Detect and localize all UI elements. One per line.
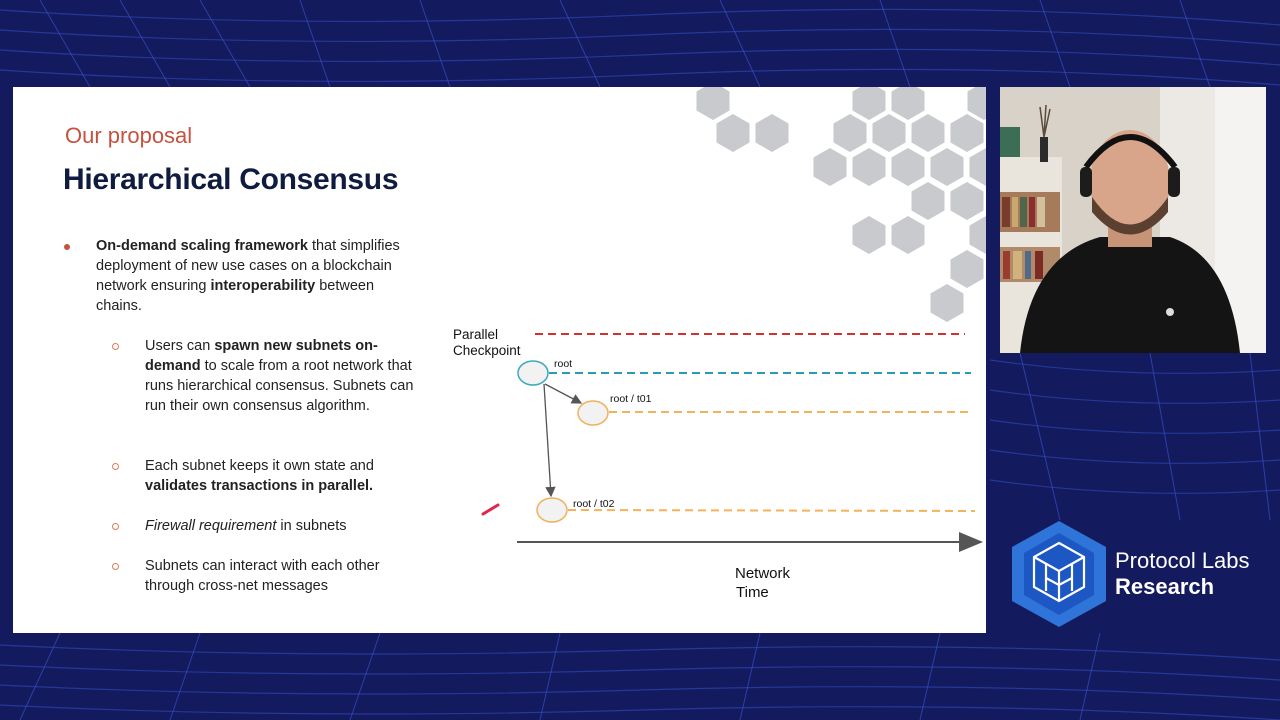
slide-title: Hierarchical Consensus xyxy=(63,163,399,196)
bullet-text-2: between chains. xyxy=(96,278,375,314)
spawn-arrow-t02 xyxy=(543,383,556,498)
protocol-labs-cube-icon xyxy=(1012,521,1106,627)
laser-pointer-mark xyxy=(481,503,500,516)
main-bullet-text: On-demand scaling framework that simplif… xyxy=(96,236,416,316)
bullet-dot-icon xyxy=(64,244,70,250)
t01-node xyxy=(577,400,609,426)
sub-bullet-ring-icon xyxy=(112,463,119,470)
brand-name-line2: Research xyxy=(1115,574,1215,599)
bullet-bold-interop: interoperability xyxy=(210,278,316,294)
brand-name-line1: Protocol Labs xyxy=(1115,548,1250,573)
sub-bold-validates: validates transactions in parallel. xyxy=(145,478,374,494)
sub-bullet-state: Each subnet keeps it own state and valid… xyxy=(145,458,374,494)
sub-bullet-ring-icon xyxy=(112,523,119,530)
sub-bold-spawn: spawn new subnets on-demand xyxy=(145,338,378,374)
sub-bullet-crossnet: Subnets can interact with each other thr… xyxy=(145,558,380,594)
sub-bullet-firewall: Firewall requirement in subnets xyxy=(145,518,347,534)
t02-line xyxy=(567,509,976,512)
spawn-arrow-t01 xyxy=(544,383,583,404)
presenter-webcam-feed xyxy=(1000,87,1266,353)
sub-bullet-spawn: Users can spawn new subnets on-demand to… xyxy=(145,338,414,414)
sub-bullet-ring-icon xyxy=(112,563,119,570)
network-time-label-2: Time xyxy=(736,584,769,601)
bullet-text-1: that simplifies deployment of new use ca… xyxy=(96,238,400,294)
t01-node-label: root / t01 xyxy=(610,393,652,405)
presenter-video-icon xyxy=(1000,87,1266,353)
sub-italic-firewall: Firewall requirement xyxy=(145,518,277,534)
parallel-checkpoint-label: Parallel Checkpoint xyxy=(453,327,521,358)
sub-bullet-ring-icon xyxy=(112,343,119,350)
presentation-slide: Our proposal Hierarchical Consensus On-d… xyxy=(13,87,986,633)
subnet-diagram xyxy=(481,333,983,552)
t02-node xyxy=(536,497,568,523)
root-node-label: root xyxy=(554,358,573,370)
bullet-bold-framework: On-demand scaling framework xyxy=(96,238,308,254)
slide-eyebrow: Our proposal xyxy=(65,123,193,148)
t02-node-label: root / t02 xyxy=(573,498,615,510)
network-time-label-1: Network xyxy=(735,565,791,582)
root-node xyxy=(517,360,549,386)
